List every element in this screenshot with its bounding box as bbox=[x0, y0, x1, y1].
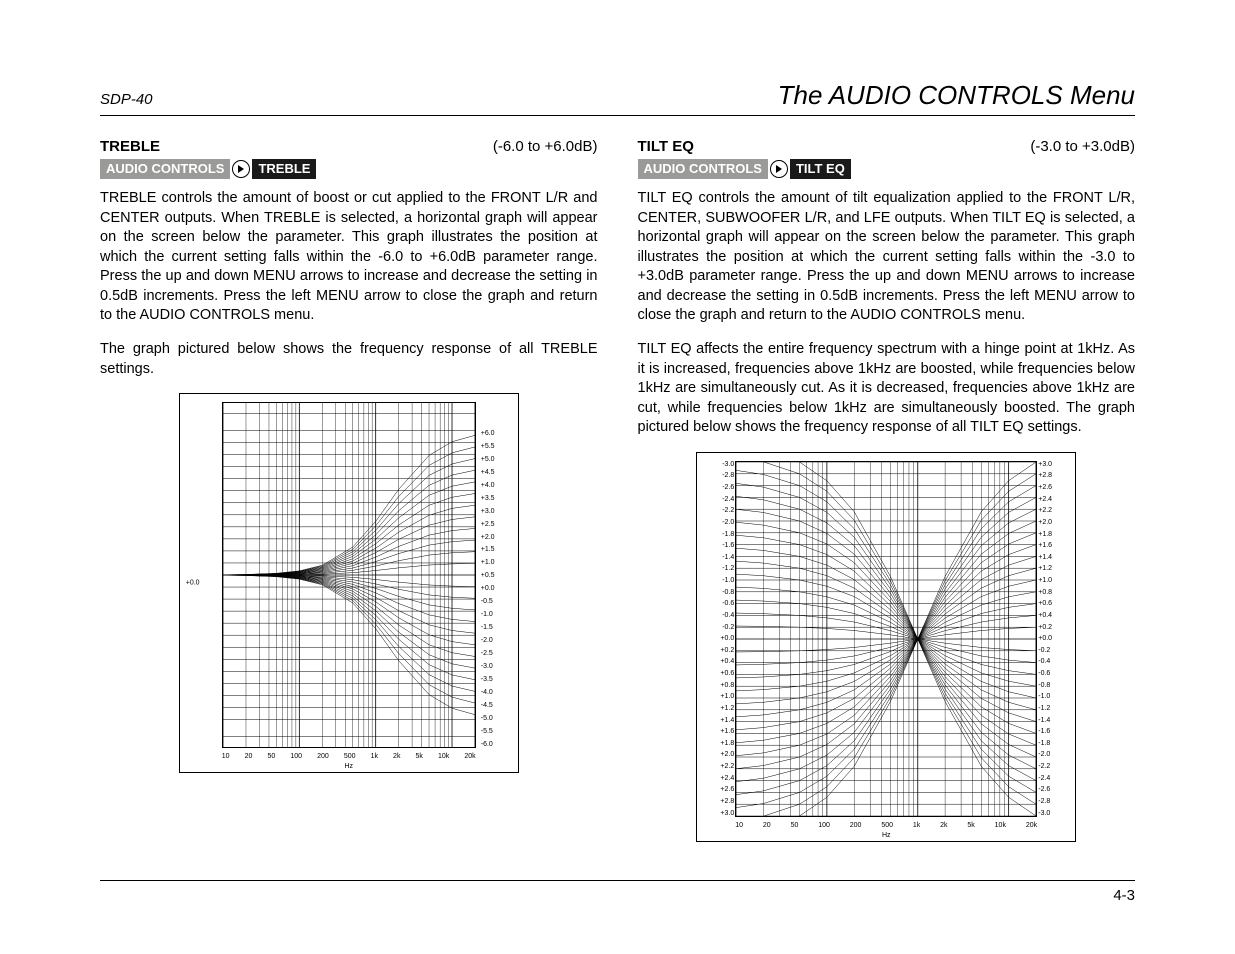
treble-paragraph-2: The graph pictured below shows the frequ… bbox=[100, 340, 598, 379]
breadcrumb-arrow-icon-2 bbox=[770, 160, 788, 178]
breadcrumb-audio-controls: AUDIO CONTROLS bbox=[100, 159, 230, 179]
breadcrumb-treble: TREBLE bbox=[252, 159, 316, 179]
breadcrumb-tilt: TILT EQ bbox=[790, 159, 851, 179]
tilt-x-unit: Hz bbox=[882, 832, 891, 839]
page-number: 4-3 bbox=[1113, 887, 1135, 904]
treble-x-unit: Hz bbox=[344, 763, 353, 770]
tilt-paragraph-1: TILT EQ controls the amount of tilt equa… bbox=[638, 189, 1136, 326]
breadcrumb-audio-controls-2: AUDIO CONTROLS bbox=[638, 159, 768, 179]
treble-section: TREBLE (-6.0 to +6.0dB) AUDIO CONTROLS T… bbox=[100, 138, 598, 842]
tilt-section: TILT EQ (-3.0 to +3.0dB) AUDIO CONTROLS … bbox=[638, 138, 1136, 842]
treble-y-left-label: +0.0 bbox=[186, 580, 200, 587]
treble-y-right-labels: +6.0+5.5+5.0+4.5+4.0+3.5+3.0+2.5+2.0+1.5… bbox=[478, 430, 516, 748]
tilt-x-labels: 1020501002005001k2k5k10k20k bbox=[735, 822, 1037, 829]
tilt-breadcrumb: AUDIO CONTROLS TILT EQ bbox=[638, 159, 1136, 179]
tilt-chart: -3.0-2.8-2.6-2.4-2.2-2.0-1.8-1.6-1.4-1.2… bbox=[696, 452, 1076, 842]
treble-range: (-6.0 to +6.0dB) bbox=[493, 138, 598, 155]
page-header: SDP-40 The AUDIO CONTROLS Menu bbox=[100, 80, 1135, 116]
tilt-paragraph-2: TILT EQ affects the entire frequency spe… bbox=[638, 340, 1136, 438]
page-title: The AUDIO CONTROLS Menu bbox=[778, 80, 1135, 111]
treble-chart: +0.0 +6.0+5.5+5.0+4.5+4.0+3.5+3.0+2.5+2.… bbox=[179, 393, 519, 773]
tilt-y-right-labels: +3.0+2.8+2.6+2.4+2.2+2.0+1.8+1.6+1.4+1.2… bbox=[1035, 461, 1073, 817]
breadcrumb-arrow-icon bbox=[232, 160, 250, 178]
tilt-title: TILT EQ bbox=[638, 138, 694, 155]
content-columns: TREBLE (-6.0 to +6.0dB) AUDIO CONTROLS T… bbox=[100, 138, 1135, 842]
tilt-y-left-labels: -3.0-2.8-2.6-2.4-2.2-2.0-1.8-1.6-1.4-1.2… bbox=[699, 461, 737, 817]
treble-title: TREBLE bbox=[100, 138, 160, 155]
tilt-plot-area bbox=[735, 461, 1037, 817]
model-label: SDP-40 bbox=[100, 91, 153, 108]
treble-paragraph-1: TREBLE controls the amount of boost or c… bbox=[100, 189, 598, 326]
treble-breadcrumb: AUDIO CONTROLS TREBLE bbox=[100, 159, 598, 179]
treble-plot-area bbox=[222, 402, 476, 748]
treble-x-labels: 1020501002005001k2k5k10k20k bbox=[222, 753, 476, 760]
page-footer: 4-3 bbox=[100, 880, 1135, 904]
tilt-range: (-3.0 to +3.0dB) bbox=[1030, 138, 1135, 155]
